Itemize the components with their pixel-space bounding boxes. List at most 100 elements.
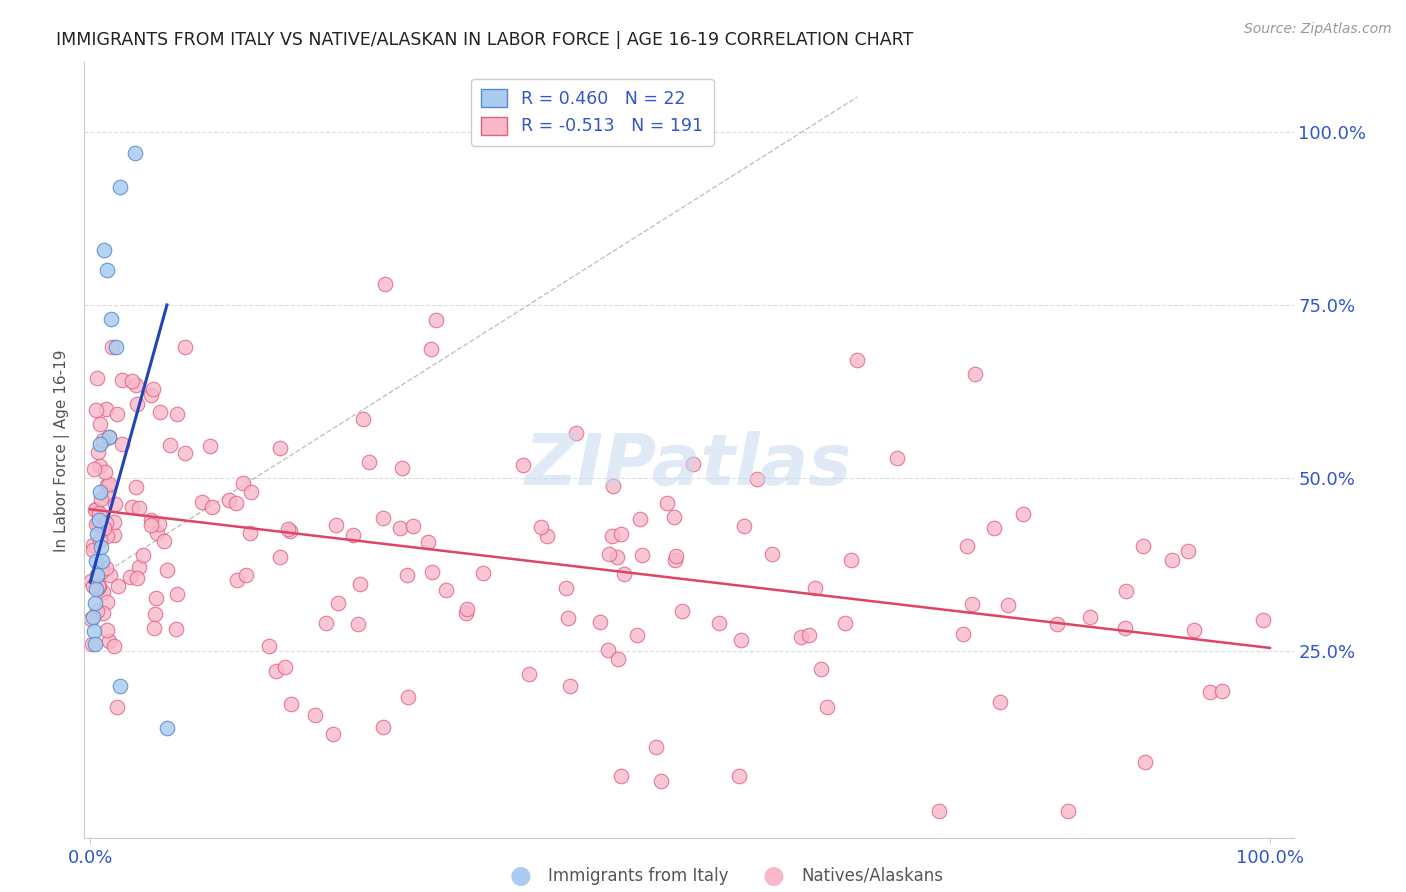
Point — [606, 549, 628, 564]
Point — [89, 533, 111, 548]
Point — [1057, 804, 1080, 818]
Point — [80, 637, 103, 651]
Point — [94, 516, 117, 531]
Point — [90, 541, 112, 555]
Point — [371, 720, 394, 734]
Point — [103, 527, 125, 541]
Point — [94, 401, 117, 416]
Point — [159, 438, 181, 452]
Point — [108, 180, 131, 194]
Point — [804, 581, 827, 595]
Point — [103, 639, 125, 653]
Point — [342, 528, 364, 542]
Point — [274, 660, 297, 674]
Point — [434, 583, 457, 598]
Point — [420, 565, 443, 579]
Text: Natives/Alaskans: Natives/Alaskans — [801, 867, 943, 885]
Point — [148, 516, 170, 531]
Point — [960, 597, 983, 611]
Point — [454, 606, 477, 620]
Point — [1135, 756, 1157, 770]
Point — [139, 518, 162, 533]
Point — [645, 739, 668, 754]
Point — [609, 526, 631, 541]
Point — [396, 567, 419, 582]
Point — [105, 699, 128, 714]
Point — [280, 697, 302, 711]
Point — [536, 528, 558, 542]
Point — [87, 513, 110, 527]
Point — [815, 700, 838, 714]
Point — [707, 616, 730, 631]
Point — [141, 512, 163, 526]
Point — [1199, 685, 1222, 699]
Point — [983, 521, 1005, 535]
Point — [730, 632, 752, 647]
Point — [346, 617, 368, 632]
Point — [82, 609, 104, 624]
Point — [89, 485, 111, 500]
Point — [928, 804, 950, 818]
Point — [607, 652, 630, 666]
Point — [1046, 617, 1069, 632]
Point — [530, 519, 553, 533]
Point — [1182, 624, 1205, 638]
Point — [963, 368, 986, 382]
Point — [664, 553, 686, 567]
Point — [665, 549, 688, 564]
Point — [84, 596, 107, 610]
Point — [846, 353, 869, 368]
Point — [84, 638, 107, 652]
Point — [93, 465, 115, 479]
Point — [166, 408, 188, 422]
Point — [103, 515, 125, 529]
Point — [886, 450, 908, 465]
Point — [86, 581, 108, 595]
Point — [145, 525, 167, 540]
Point — [125, 396, 148, 410]
Point — [90, 491, 112, 506]
Point — [420, 342, 443, 356]
Point — [239, 525, 262, 540]
Point — [269, 549, 291, 564]
Point — [174, 445, 197, 459]
Point — [86, 604, 108, 618]
Point — [153, 533, 176, 548]
Point — [89, 436, 111, 450]
Point — [1115, 584, 1137, 599]
Point — [166, 587, 188, 601]
Point — [257, 639, 280, 653]
Point — [425, 313, 447, 327]
Point — [121, 500, 143, 515]
Y-axis label: In Labor Force | Age 16-19: In Labor Force | Age 16-19 — [55, 349, 70, 552]
Point — [671, 604, 693, 618]
Point — [101, 340, 124, 354]
Point — [235, 568, 257, 582]
Point — [396, 690, 419, 705]
Point — [128, 560, 150, 574]
Point — [456, 601, 478, 615]
Point — [108, 679, 131, 693]
Point — [315, 615, 337, 630]
Point — [391, 461, 413, 475]
Point — [96, 623, 118, 637]
Point — [155, 563, 177, 577]
Point — [87, 579, 110, 593]
Point — [745, 472, 768, 486]
Point — [87, 517, 110, 532]
Point — [100, 311, 122, 326]
Point — [841, 553, 863, 567]
Point — [93, 584, 115, 599]
Point — [125, 480, 148, 494]
Point — [100, 568, 122, 582]
Point — [128, 501, 150, 516]
Point — [80, 612, 103, 626]
Point — [120, 570, 142, 584]
Point — [557, 611, 579, 625]
Point — [1211, 684, 1233, 698]
Point — [240, 485, 263, 500]
Point — [598, 547, 620, 561]
Point — [655, 496, 678, 510]
Point — [86, 568, 108, 582]
Point — [201, 500, 224, 514]
